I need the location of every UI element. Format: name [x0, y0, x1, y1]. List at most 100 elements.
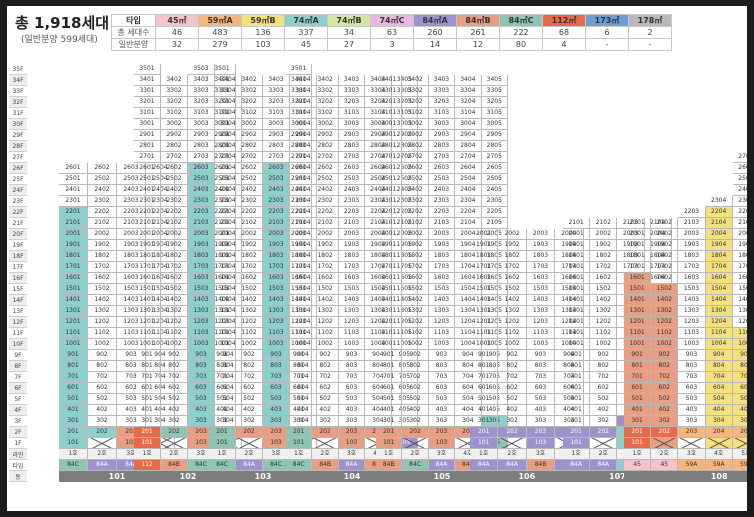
unit-cell[interactable]: 2902 [312, 130, 339, 141]
unit-cell[interactable]: 2501 [59, 174, 88, 185]
unit-cell[interactable]: 303 [526, 416, 556, 427]
unit-cell[interactable]: 3002 [161, 119, 188, 130]
unit-cell[interactable]: 904 [705, 350, 733, 361]
unit-cell[interactable]: 1303 [428, 306, 456, 317]
unit-cell[interactable]: 502 [498, 394, 527, 405]
unit-cell[interactable]: 1605 [732, 273, 747, 284]
unit-cell[interactable]: 2403 [338, 185, 366, 196]
unit-cell[interactable]: 1102 [590, 328, 618, 339]
unit-cell[interactable]: 3001 [286, 119, 313, 130]
unit-cell[interactable]: 1203 [263, 317, 290, 328]
unit-cell[interactable]: 1804 [705, 251, 733, 262]
unit-cell[interactable]: 3201 [134, 97, 161, 108]
unit-cell[interactable]: 2705 [732, 152, 747, 163]
unit-cell[interactable]: 803 [338, 361, 366, 372]
unit-cell[interactable]: 1703 [117, 262, 146, 273]
unit-cell[interactable]: 1701 [563, 262, 591, 273]
unit-cell[interactable]: 3303 [263, 86, 290, 97]
unit-cell[interactable]: 3201 [209, 97, 236, 108]
unit-cell[interactable]: 1602 [498, 273, 527, 284]
unit-cell[interactable]: 202 [498, 427, 527, 438]
unit-cell[interactable]: 2201 [376, 207, 403, 218]
unit-cell[interactable]: 1701 [134, 262, 161, 273]
unit-cell[interactable] [732, 438, 747, 449]
unit-cell[interactable]: 2103 [428, 218, 456, 229]
unit-cell[interactable]: 301 [59, 416, 88, 427]
unit-cell[interactable]: 2501 [134, 174, 161, 185]
unit-cell[interactable]: 2302 [88, 196, 117, 207]
unit-cell[interactable]: 901 [134, 350, 161, 361]
unit-cell[interactable]: 3101 [209, 108, 236, 119]
unit-cell[interactable]: 601 [376, 383, 403, 394]
unit-cell[interactable]: 2501 [376, 174, 403, 185]
unit-cell[interactable]: 1501 [624, 284, 652, 295]
unit-cell[interactable]: 1603 [117, 273, 146, 284]
unit-cell[interactable]: 2401 [376, 185, 403, 196]
unit-cell[interactable]: 3203 [263, 97, 290, 108]
unit-cell[interactable]: 205 [732, 427, 747, 438]
unit-cell[interactable]: 902 [236, 350, 263, 361]
unit-cell[interactable]: 202 [651, 427, 679, 438]
unit-cell[interactable]: 603 [188, 383, 215, 394]
unit-cell[interactable]: 504 [705, 394, 733, 405]
unit-cell[interactable]: 1001 [624, 339, 652, 350]
unit-cell[interactable]: 2202 [312, 207, 339, 218]
unit-cell[interactable]: 2903 [188, 130, 215, 141]
unit-cell[interactable]: 2103 [263, 218, 290, 229]
unit-cell[interactable]: 1801 [563, 251, 591, 262]
unit-cell[interactable]: 1801 [134, 251, 161, 262]
unit-cell[interactable]: 303 [678, 416, 706, 427]
unit-cell[interactable]: 1803 [338, 251, 366, 262]
unit-cell[interactable]: 1602 [402, 273, 429, 284]
unit-cell[interactable]: 303 [188, 416, 215, 427]
unit-cell[interactable]: 2904 [455, 130, 482, 141]
unit-cell[interactable]: 2602 [402, 163, 429, 174]
unit-cell[interactable]: 601 [563, 383, 591, 394]
unit-cell[interactable]: 1802 [88, 251, 117, 262]
unit-cell[interactable]: 2802 [312, 141, 339, 152]
unit-cell[interactable]: 1502 [402, 284, 429, 295]
unit-cell[interactable]: 702 [88, 372, 117, 383]
unit-cell[interactable]: 2203 [428, 207, 456, 218]
unit-cell[interactable]: 1003 [428, 339, 456, 350]
unit-cell[interactable]: 3303 [428, 86, 456, 97]
unit-cell[interactable]: 1903 [526, 240, 556, 251]
unit-cell[interactable]: 2703 [263, 152, 290, 163]
unit-cell[interactable]: 1002 [161, 339, 188, 350]
unit-cell[interactable]: 903 [678, 350, 706, 361]
unit-cell[interactable]: 3102 [312, 108, 339, 119]
unit-cell[interactable]: 303 [117, 416, 146, 427]
unit-cell[interactable]: 401 [624, 405, 652, 416]
unit-cell[interactable]: 101 [470, 438, 499, 449]
unit-cell[interactable]: 3203 [338, 97, 366, 108]
unit-cell[interactable]: 2502 [236, 174, 263, 185]
unit-cell[interactable]: 703 [263, 372, 290, 383]
unit-cell[interactable]: 602 [161, 383, 188, 394]
unit-cell[interactable]: 602 [590, 383, 618, 394]
unit-cell[interactable]: 801 [470, 361, 499, 372]
unit-cell[interactable]: 2101 [286, 218, 313, 229]
unit-cell[interactable]: 3104 [455, 108, 482, 119]
unit-cell[interactable]: 1901 [59, 240, 88, 251]
unit-cell[interactable]: 302 [651, 416, 679, 427]
unit-cell[interactable]: 201 [286, 427, 313, 438]
unit-cell[interactable]: 2003 [526, 229, 556, 240]
unit-cell[interactable]: 1301 [209, 306, 236, 317]
unit-cell[interactable]: 1705 [732, 262, 747, 273]
unit-cell[interactable]: 1301 [563, 306, 591, 317]
unit-cell[interactable]: 101 [209, 438, 236, 449]
unit-cell[interactable]: 801 [134, 361, 161, 372]
unit-cell[interactable]: 1401 [134, 295, 161, 306]
unit-cell[interactable]: 2901 [134, 130, 161, 141]
unit-cell[interactable]: 1501 [134, 284, 161, 295]
unit-cell[interactable]: 3302 [236, 86, 263, 97]
unit-cell[interactable]: 3501 [286, 64, 313, 75]
unit-cell[interactable]: 702 [498, 372, 527, 383]
unit-cell[interactable]: 101 [376, 438, 403, 449]
unit-cell[interactable]: 2901 [209, 130, 236, 141]
unit-cell[interactable]: 3201 [376, 97, 403, 108]
unit-cell[interactable]: 1401 [563, 295, 591, 306]
unit-cell[interactable]: 901 [376, 350, 403, 361]
unit-cell[interactable]: 2402 [312, 185, 339, 196]
unit-cell[interactable]: 602 [236, 383, 263, 394]
